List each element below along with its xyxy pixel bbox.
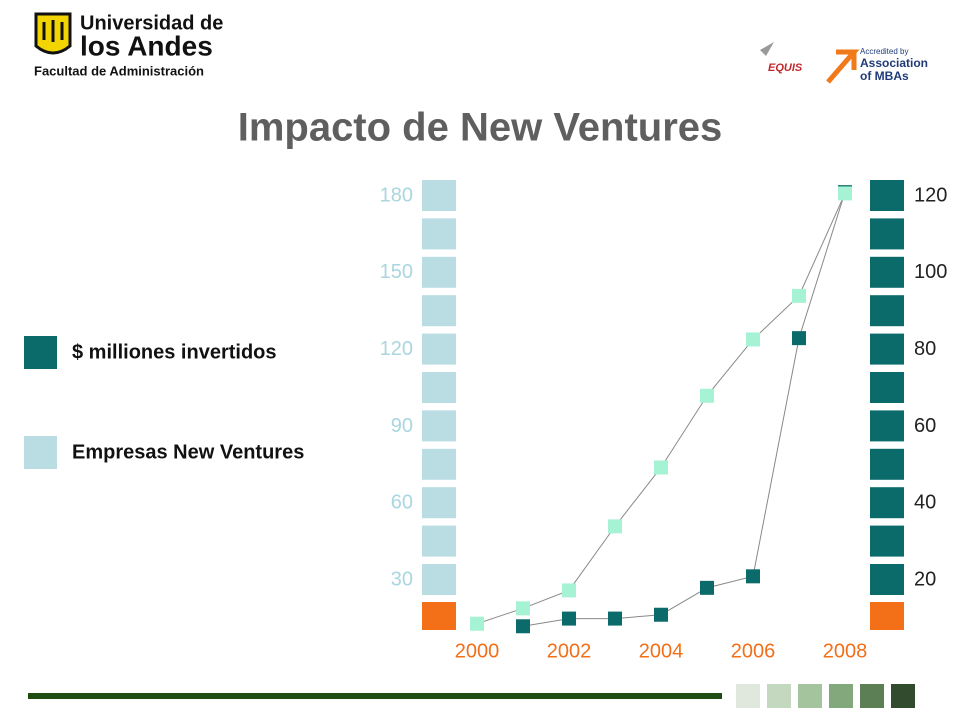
axis-block: [422, 448, 456, 480]
logo: Universidad de los Andes Facultad de Adm…: [34, 12, 223, 78]
point: [562, 583, 576, 598]
axis-block: [422, 525, 456, 557]
y-tick-label: 30: [391, 568, 413, 590]
axis-block: [422, 564, 456, 595]
axis-block: [422, 256, 456, 288]
axis-block: [870, 525, 904, 557]
point: [792, 331, 806, 346]
axis-block: [422, 180, 456, 211]
y2-tick-label: 20: [914, 568, 936, 590]
point: [654, 460, 668, 475]
amba-logo: Association: [860, 56, 928, 70]
x-tick-label: 2008: [823, 640, 868, 662]
axis-block: [870, 180, 904, 211]
y2-tick-label: 100: [914, 261, 947, 283]
y2-tick-label: 40: [914, 492, 936, 514]
legend-label: Empresas New Ventures: [72, 441, 304, 463]
y-tick-label: 150: [380, 261, 413, 283]
y-tick-label: 120: [380, 338, 413, 360]
point: [792, 288, 806, 303]
y2-tick-label: 120: [914, 184, 947, 206]
point: [700, 388, 714, 403]
footer-bar: [28, 693, 722, 699]
axis-base: [870, 602, 904, 630]
footer-squares: [736, 684, 915, 708]
axis-block: [422, 218, 456, 250]
legend-swatch: [24, 336, 57, 369]
axis-block: [870, 372, 904, 403]
y-tick-label: 60: [391, 492, 413, 514]
point: [608, 519, 622, 534]
point: [746, 569, 760, 584]
x-tick-label: 2000: [455, 640, 500, 662]
axis-block: [422, 487, 456, 519]
axis-block: [870, 333, 904, 365]
y2-tick-label: 60: [914, 415, 936, 437]
axis-block: [422, 410, 456, 442]
university-name: Universidad de: [80, 12, 223, 34]
x-tick-label: 2006: [731, 640, 776, 662]
axis-block: [422, 372, 456, 403]
axis-block: [870, 256, 904, 288]
point: [516, 619, 530, 634]
axis-block: [422, 295, 456, 327]
point: [470, 616, 484, 631]
axis-block: [870, 487, 904, 519]
axis-block: [870, 448, 904, 480]
legend-label: $ milliones invertidos: [72, 341, 277, 363]
university-name: los Andes: [80, 30, 213, 61]
axis-blocks: [422, 180, 904, 630]
chart-title: Impacto de New Ventures: [238, 106, 723, 150]
legend: $ milliones invertidos Empresas New Vent…: [24, 336, 304, 469]
x-tick-label: 2004: [639, 640, 684, 662]
point: [700, 580, 714, 595]
point: [838, 186, 852, 201]
x-tick-label: 2002: [547, 640, 592, 662]
series-line: [476, 193, 846, 625]
axis-block: [870, 564, 904, 595]
amba-logo: of MBAs: [860, 69, 909, 83]
axis-block: [422, 333, 456, 365]
point: [654, 607, 668, 622]
y-tick-label: 90: [391, 415, 413, 437]
point: [516, 601, 530, 616]
legend-swatch: [24, 436, 57, 469]
axis-base: [422, 602, 456, 630]
accreditations: EQUIS Accredited by Association of MBAs: [760, 42, 928, 84]
axis-block: [870, 295, 904, 327]
point: [562, 611, 576, 626]
point: [608, 611, 622, 626]
amba-logo: Accredited by: [860, 47, 908, 56]
axis-block: [870, 410, 904, 442]
y2-tick-label: 80: [914, 338, 936, 360]
y-tick-label: 180: [380, 184, 413, 206]
axis-block: [870, 218, 904, 250]
series-line: [522, 192, 846, 627]
point: [746, 332, 760, 347]
faculty: Facultad de Administración: [34, 63, 204, 78]
equis-logo: EQUIS: [768, 62, 803, 74]
